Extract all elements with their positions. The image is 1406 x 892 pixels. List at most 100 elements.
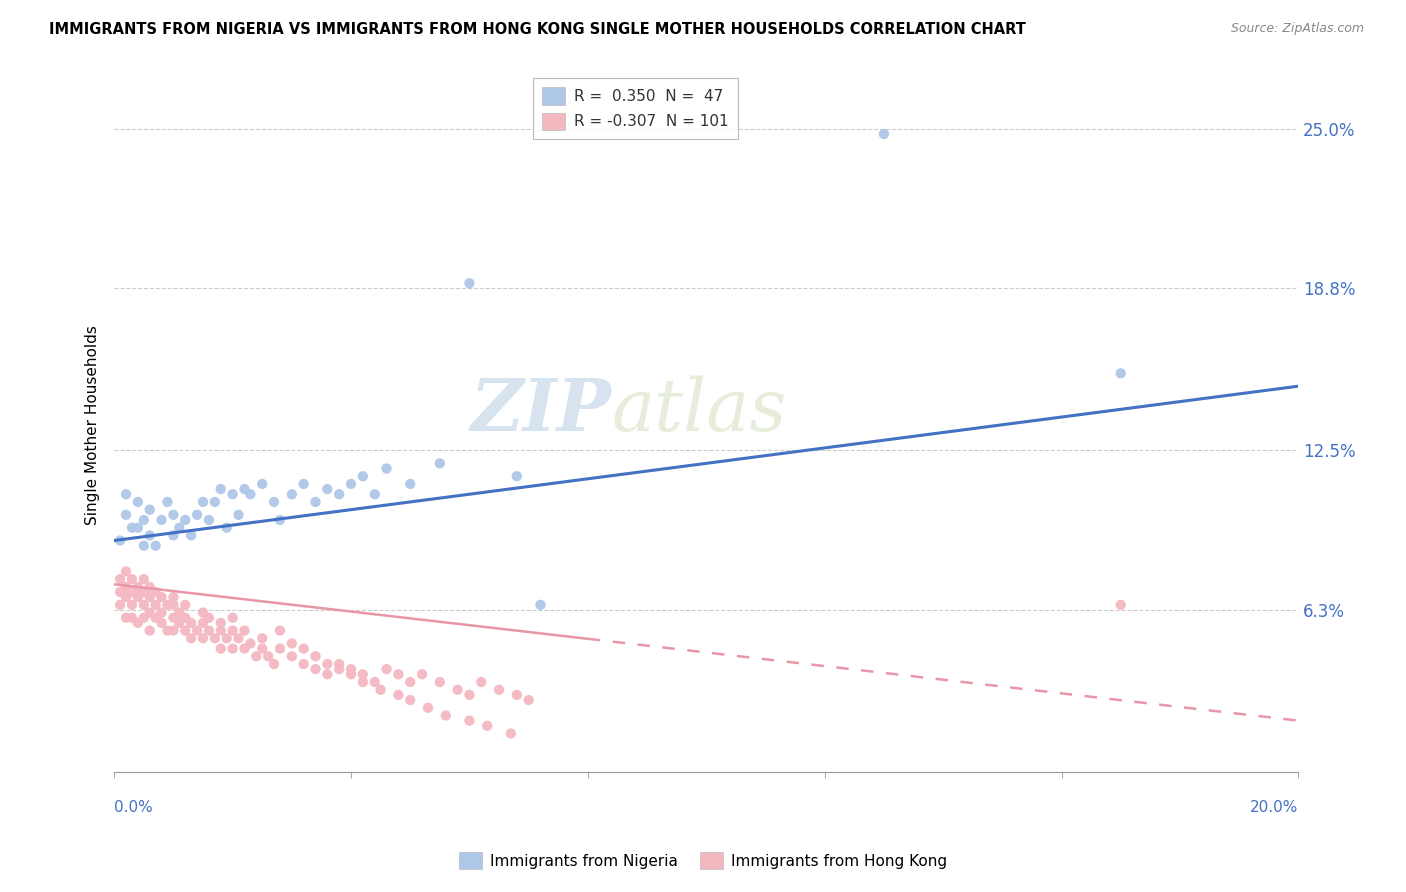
Point: [162, 624, 184, 638]
Point: [304, 649, 326, 664]
Point: [115, 565, 138, 579]
Point: [215, 521, 238, 535]
Point: [132, 513, 155, 527]
Point: [132, 611, 155, 625]
Point: [121, 611, 143, 625]
Point: [209, 624, 232, 638]
Point: [150, 606, 173, 620]
Point: [429, 675, 451, 690]
Point: [517, 693, 540, 707]
Point: [281, 649, 304, 664]
Point: [328, 657, 350, 671]
Point: [233, 624, 256, 638]
Point: [257, 649, 280, 664]
Point: [127, 495, 149, 509]
Point: [132, 539, 155, 553]
Point: [108, 572, 131, 586]
Point: [191, 615, 214, 630]
Point: [145, 598, 167, 612]
Point: [138, 502, 160, 516]
Point: [245, 649, 267, 664]
Point: [115, 508, 138, 522]
Point: [316, 657, 339, 671]
Point: [340, 477, 363, 491]
Point: [198, 624, 221, 638]
Legend: Immigrants from Nigeria, Immigrants from Hong Kong: Immigrants from Nigeria, Immigrants from…: [453, 846, 953, 875]
Point: [399, 477, 422, 491]
Point: [316, 482, 339, 496]
Point: [375, 461, 398, 475]
Text: 20.0%: 20.0%: [1250, 800, 1298, 815]
Point: [228, 632, 250, 646]
Point: [156, 624, 179, 638]
Point: [499, 726, 522, 740]
Point: [209, 615, 232, 630]
Text: atlas: atlas: [612, 376, 787, 446]
Point: [399, 675, 422, 690]
Point: [162, 598, 184, 612]
Point: [263, 657, 285, 671]
Point: [221, 641, 243, 656]
Text: IMMIGRANTS FROM NIGERIA VS IMMIGRANTS FROM HONG KONG SINGLE MOTHER HOUSEHOLDS CO: IMMIGRANTS FROM NIGERIA VS IMMIGRANTS FR…: [49, 22, 1026, 37]
Point: [506, 688, 529, 702]
Point: [416, 700, 439, 714]
Point: [115, 611, 138, 625]
Point: [239, 636, 262, 650]
Point: [488, 682, 510, 697]
Point: [204, 632, 226, 646]
Point: [263, 495, 285, 509]
Point: [352, 667, 374, 681]
Point: [250, 641, 273, 656]
Point: [162, 611, 184, 625]
Point: [145, 539, 167, 553]
Point: [108, 533, 131, 548]
Point: [138, 528, 160, 542]
Point: [269, 624, 291, 638]
Point: [233, 641, 256, 656]
Point: [132, 598, 155, 612]
Point: [145, 611, 167, 625]
Point: [150, 615, 173, 630]
Point: [191, 606, 214, 620]
Point: [364, 487, 387, 501]
Point: [387, 688, 409, 702]
Point: [292, 657, 315, 671]
Point: [121, 521, 143, 535]
Point: [470, 675, 492, 690]
Point: [145, 585, 167, 599]
Point: [174, 624, 197, 638]
Point: [186, 624, 208, 638]
Point: [115, 487, 138, 501]
Legend: R =  0.350  N =  47, R = -0.307  N = 101: R = 0.350 N = 47, R = -0.307 N = 101: [533, 78, 738, 139]
Point: [292, 641, 315, 656]
Point: [108, 598, 131, 612]
Point: [180, 528, 202, 542]
Point: [370, 682, 392, 697]
Point: [364, 675, 387, 690]
Point: [477, 719, 499, 733]
Point: [162, 508, 184, 522]
Point: [304, 495, 326, 509]
Text: ZIP: ZIP: [471, 376, 612, 446]
Point: [269, 513, 291, 527]
Point: [281, 487, 304, 501]
Point: [138, 624, 160, 638]
Point: [174, 611, 197, 625]
Point: [250, 477, 273, 491]
Point: [1109, 367, 1132, 381]
Point: [132, 585, 155, 599]
Point: [316, 667, 339, 681]
Point: [239, 487, 262, 501]
Point: [221, 624, 243, 638]
Point: [127, 580, 149, 594]
Point: [340, 662, 363, 676]
Point: [198, 513, 221, 527]
Point: [115, 580, 138, 594]
Point: [221, 611, 243, 625]
Point: [387, 667, 409, 681]
Point: [233, 482, 256, 496]
Point: [121, 598, 143, 612]
Point: [209, 482, 232, 496]
Point: [304, 662, 326, 676]
Point: [162, 528, 184, 542]
